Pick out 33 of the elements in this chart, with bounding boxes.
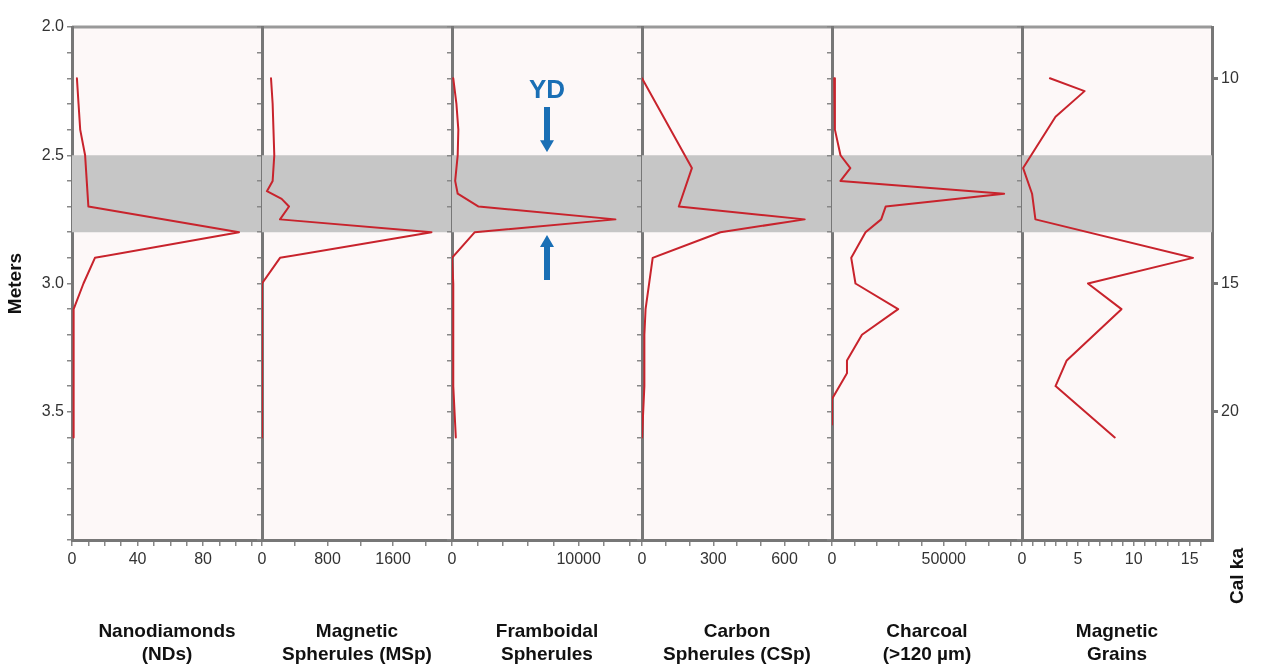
x-axis-title: Magnetic Spherules (MSp) [282, 620, 432, 664]
x-tick-label: 40 [128, 550, 147, 568]
x-tick-label: 15 [1180, 550, 1199, 568]
x-tick-label: 300 [699, 550, 727, 568]
x-axis-title: Nanodiamonds (NDs) [98, 620, 236, 664]
x-tick-label: 0 [1017, 550, 1027, 568]
x-tick-label: 0 [827, 550, 837, 568]
x-tick-label: 10000 [556, 550, 602, 568]
x-tick-label: 600 [771, 550, 798, 568]
x-tick-label: 10 [1124, 550, 1143, 568]
y-tick-label: 3.0 [41, 273, 65, 291]
x-axis-title: Charcoal (>120 µm) [882, 620, 972, 664]
y-tick-label: 2.5 [41, 145, 65, 163]
x-tick-label: 800 [314, 550, 341, 568]
x-tick-label: 0 [257, 550, 267, 568]
x-axis-title: Framboidal Spherules [495, 620, 599, 664]
y2-axis-title: Cal ka [1226, 547, 1248, 604]
x-tick-label: 80 [194, 550, 213, 568]
x-tick-label: 1600 [375, 550, 411, 568]
x-tick-label: 0 [67, 550, 77, 568]
x-axis-title: Magnetic Grains [1075, 620, 1159, 664]
category-label: 15 [1221, 273, 1239, 291]
y-tick-label: 2.0 [41, 17, 65, 35]
x-tick-label: 0 [447, 550, 457, 568]
x-tick-label: 0 [637, 550, 647, 568]
category-label: 10 [1221, 68, 1239, 86]
annotation: YD [528, 74, 566, 105]
x-tick-label: 5 [1073, 550, 1083, 568]
x-tick-label: 50000 [921, 550, 967, 568]
x-axis-title: Carbon Spherules (CSp) [663, 620, 811, 664]
y-axis-title: Meters [3, 252, 25, 315]
category-label: 20 [1221, 402, 1239, 420]
y-tick-label: 3.5 [41, 402, 65, 420]
